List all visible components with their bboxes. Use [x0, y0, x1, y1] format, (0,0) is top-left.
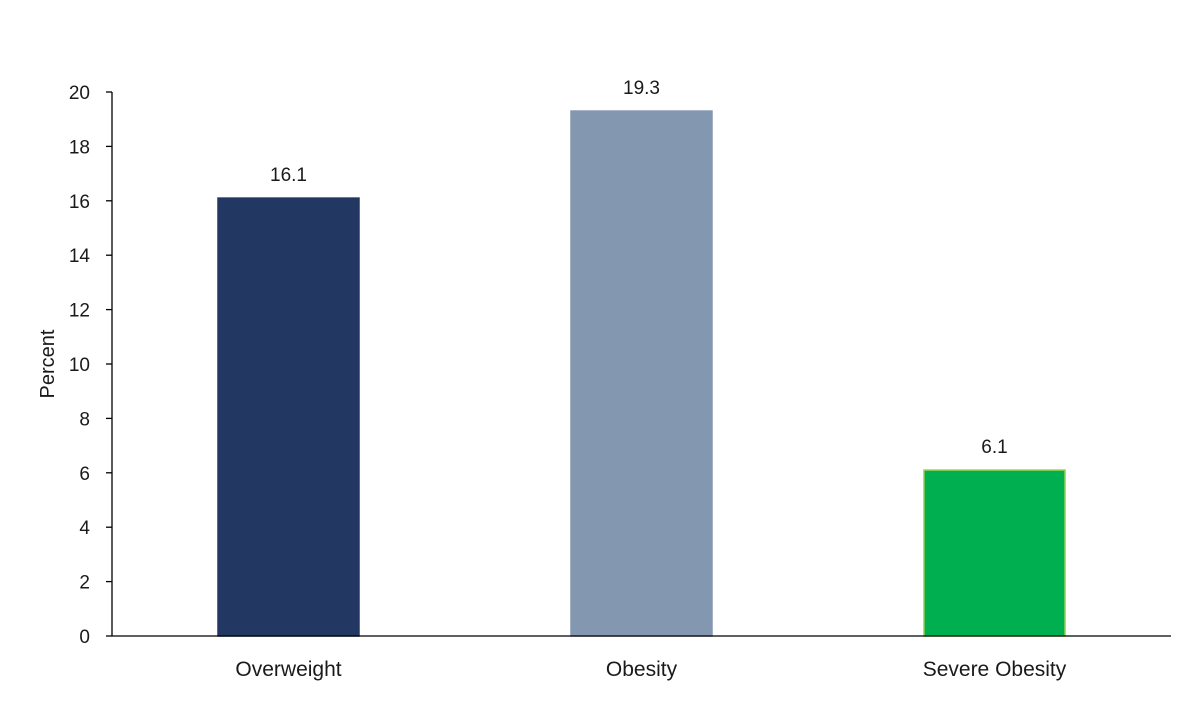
y-tick-label: 6 [79, 464, 90, 485]
y-axis-ticks: 0 2 4 6 8 10 12 14 16 18 20 [69, 83, 112, 648]
x-category-label: Severe Obesity [923, 658, 1067, 681]
x-category-label: Overweight [235, 658, 341, 681]
y-tick-label: 20 [69, 83, 90, 104]
value-labels-group: 16.1 19.3 6.1 [270, 78, 1008, 458]
y-tick-label: 2 [79, 573, 90, 594]
x-category-label: Obesity [606, 658, 678, 681]
y-tick-label: 8 [79, 409, 90, 430]
bars-group [217, 110, 1066, 637]
bar-overweight [217, 197, 360, 637]
y-tick-label: 12 [69, 301, 90, 322]
y-tick-label: 10 [69, 355, 90, 376]
category-labels-group: Overweight Obesity Severe Obesity [235, 658, 1066, 681]
y-tick-label: 14 [69, 246, 91, 267]
bar-severe-obesity [923, 469, 1066, 637]
bar-obesity [570, 110, 713, 637]
data-label: 16.1 [270, 165, 307, 186]
y-tick-label: 16 [69, 192, 90, 213]
y-tick-label: 18 [69, 137, 90, 158]
data-label: 6.1 [981, 437, 1007, 458]
y-axis-title: Percent [37, 329, 59, 398]
y-tick-label: 0 [79, 627, 90, 648]
y-tick-label: 4 [79, 518, 90, 539]
data-label: 19.3 [623, 78, 660, 99]
